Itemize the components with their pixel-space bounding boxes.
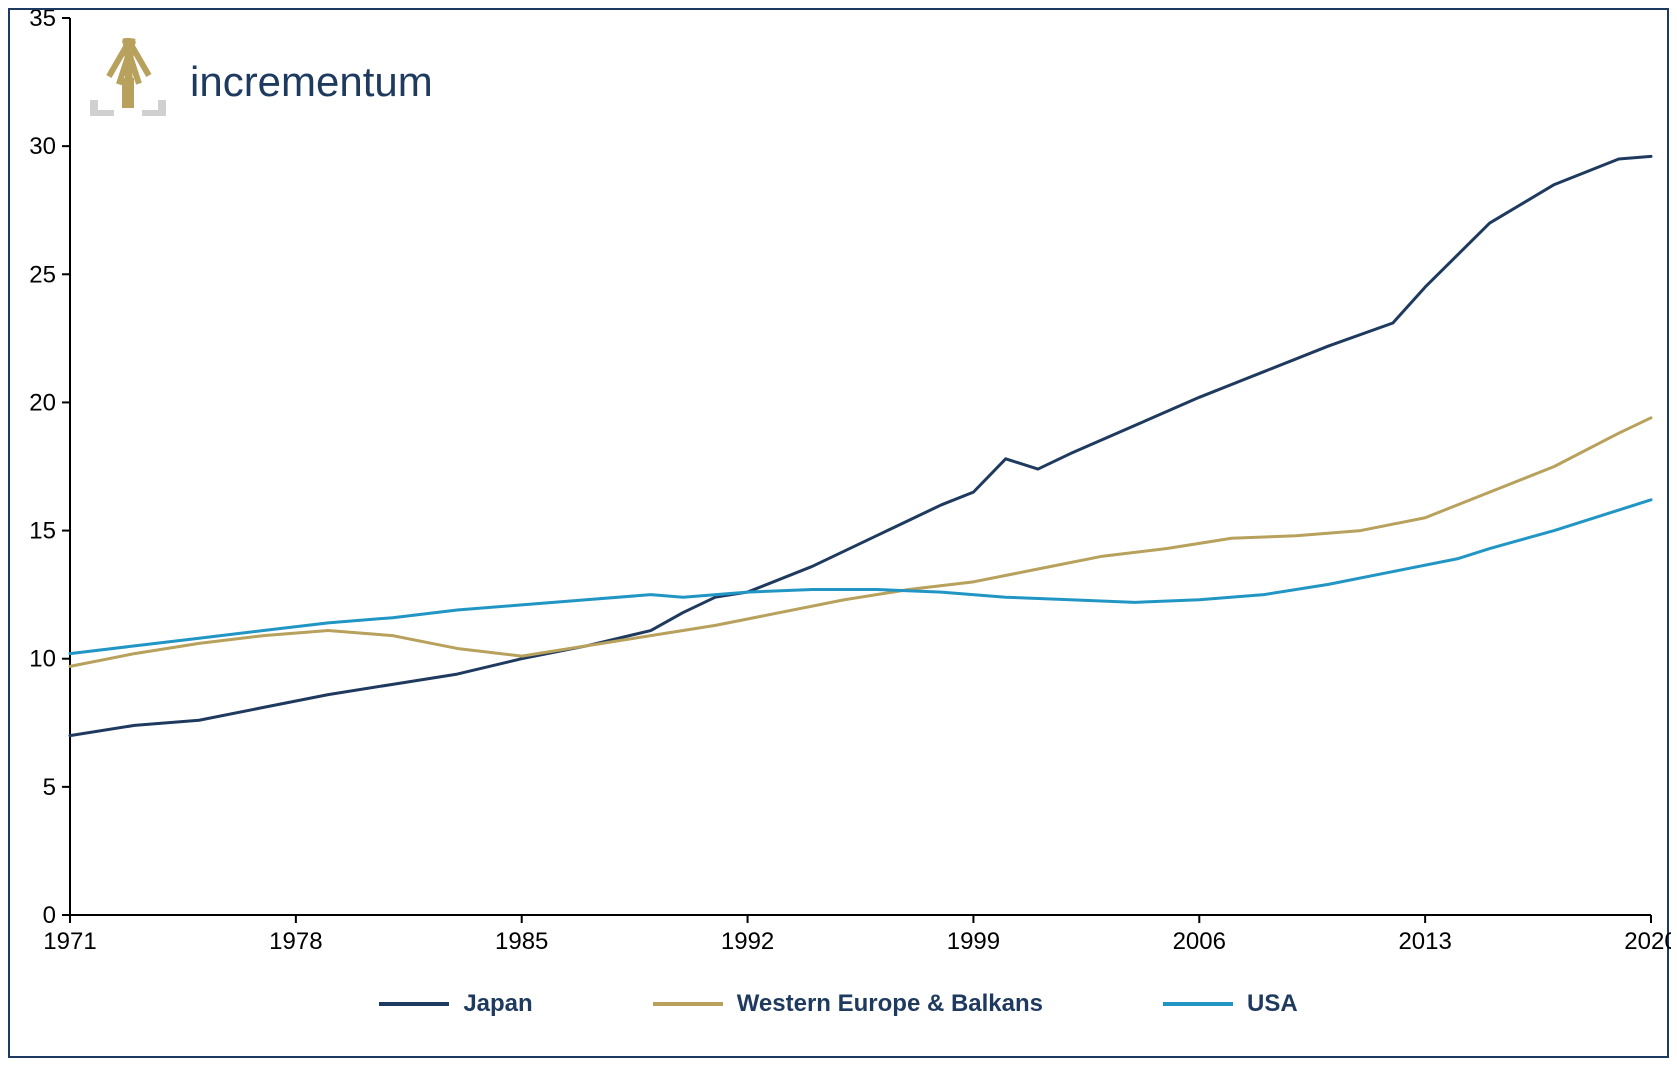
legend-swatch	[1163, 1002, 1233, 1006]
legend-item-japan: Japan	[379, 990, 532, 1018]
legend-label: USA	[1247, 990, 1298, 1018]
y-tick-label: 20	[29, 389, 56, 416]
legend: Japan Western Europe & Balkans USA	[10, 990, 1667, 1018]
x-tick-label: 2020	[1624, 928, 1671, 955]
y-tick-label: 30	[29, 133, 56, 160]
y-tick-label: 10	[29, 646, 56, 673]
legend-item-usa: USA	[1163, 990, 1298, 1018]
legend-swatch	[653, 1002, 723, 1006]
brand-logo: incrementum	[90, 38, 433, 116]
series-line-usa	[70, 500, 1651, 654]
series-line-japan	[70, 156, 1651, 735]
y-tick-label: 5	[43, 774, 56, 801]
chart-frame: 0 5 10 15 20 25 30 35 1971 1978 1985 1992 1999 2006 20…	[8, 8, 1669, 1058]
y-tick-label: 15	[29, 518, 56, 545]
line-chart: 0 5 10 15 20 25 30 35 1971 1978 1985 1992 1999 2006 20…	[10, 10, 1671, 970]
x-tick-label: 1992	[721, 928, 774, 955]
x-tick-label: 1999	[947, 928, 1000, 955]
legend-label: Japan	[463, 990, 532, 1018]
legend-label: Western Europe & Balkans	[737, 990, 1043, 1018]
x-tick-label: 1971	[43, 928, 96, 955]
y-tick-label: 0	[43, 902, 56, 929]
brand-name: incrementum	[190, 58, 433, 105]
x-tick-label: 2006	[1173, 928, 1226, 955]
x-tick-label: 1978	[269, 928, 322, 955]
legend-item-western-europe-balkans: Western Europe & Balkans	[653, 990, 1043, 1018]
x-tick-label: 1985	[495, 928, 548, 955]
y-tick-label: 25	[29, 261, 56, 288]
x-tick-label: 2013	[1398, 928, 1451, 955]
legend-swatch	[379, 1002, 449, 1006]
y-tick-label: 35	[29, 10, 56, 32]
